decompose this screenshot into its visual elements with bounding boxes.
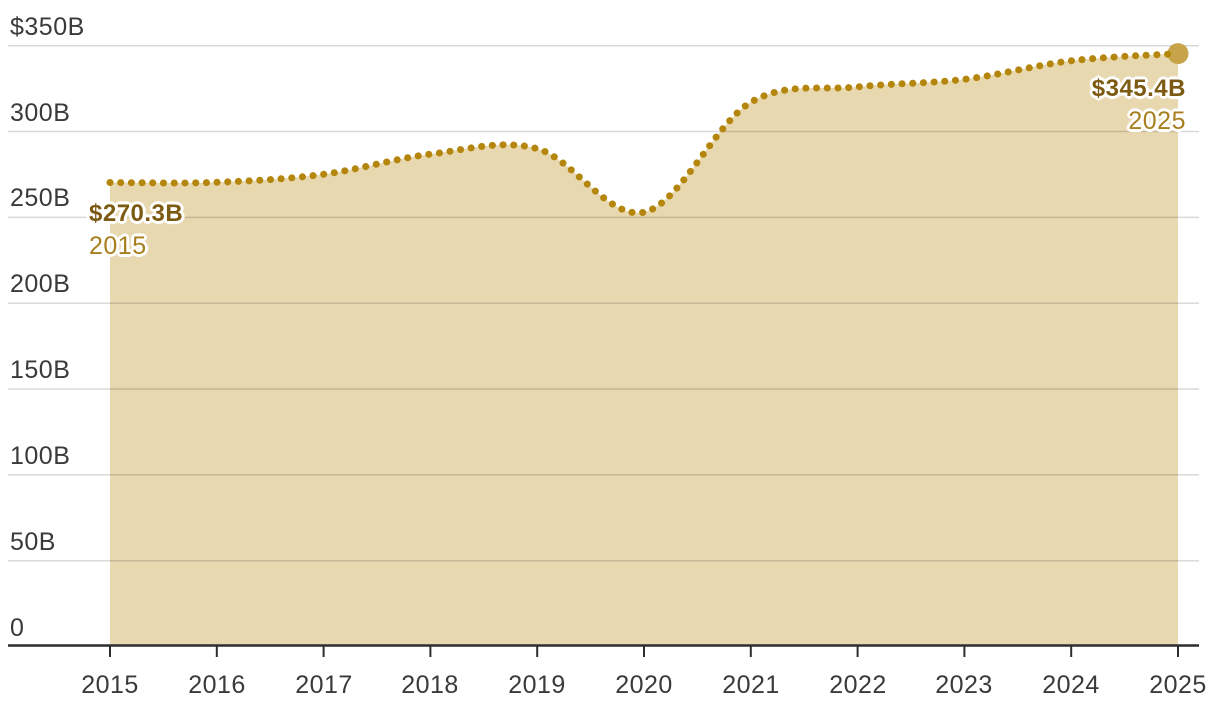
x-axis-label: 2021 xyxy=(722,671,780,699)
y-axis-label: 300B xyxy=(10,99,71,127)
y-axis-label: 50B xyxy=(10,528,56,556)
x-axis-label: 2023 xyxy=(935,671,993,699)
x-axis-label: 2016 xyxy=(188,671,246,699)
y-axis-label: 250B xyxy=(10,184,71,212)
y-axis-label: 100B xyxy=(10,442,71,470)
y-axis-label: 150B xyxy=(10,356,71,384)
annotation-year-label: 2025 xyxy=(1128,107,1186,135)
annotation-last-point: $345.4B 2025 xyxy=(1091,75,1186,135)
annotation-value-label: $270.3B xyxy=(89,200,184,227)
annotation-year-label: 2015 xyxy=(89,232,147,260)
dotted-trend-line xyxy=(106,50,1182,217)
x-axis-label: 2024 xyxy=(1042,671,1100,699)
area-fill xyxy=(110,53,1178,647)
x-axis-label: 2015 xyxy=(81,671,139,699)
annotation-first-point: $270.3B 2015 xyxy=(89,200,184,260)
annotation-value-label: $345.4B xyxy=(1091,75,1186,102)
x-axis-label: 2018 xyxy=(401,671,459,699)
x-axis-label: 2025 xyxy=(1149,671,1207,699)
end-point-marker xyxy=(1167,43,1189,65)
x-axis-label: 2019 xyxy=(508,671,566,699)
x-axis-label: 2020 xyxy=(615,671,673,699)
y-axis-label: $350B xyxy=(10,13,85,41)
y-axis-label: 200B xyxy=(10,270,71,298)
x-axis-label: 2017 xyxy=(295,671,353,699)
y-axis-label: 0 xyxy=(10,614,25,642)
x-axis-label: 2022 xyxy=(829,671,887,699)
